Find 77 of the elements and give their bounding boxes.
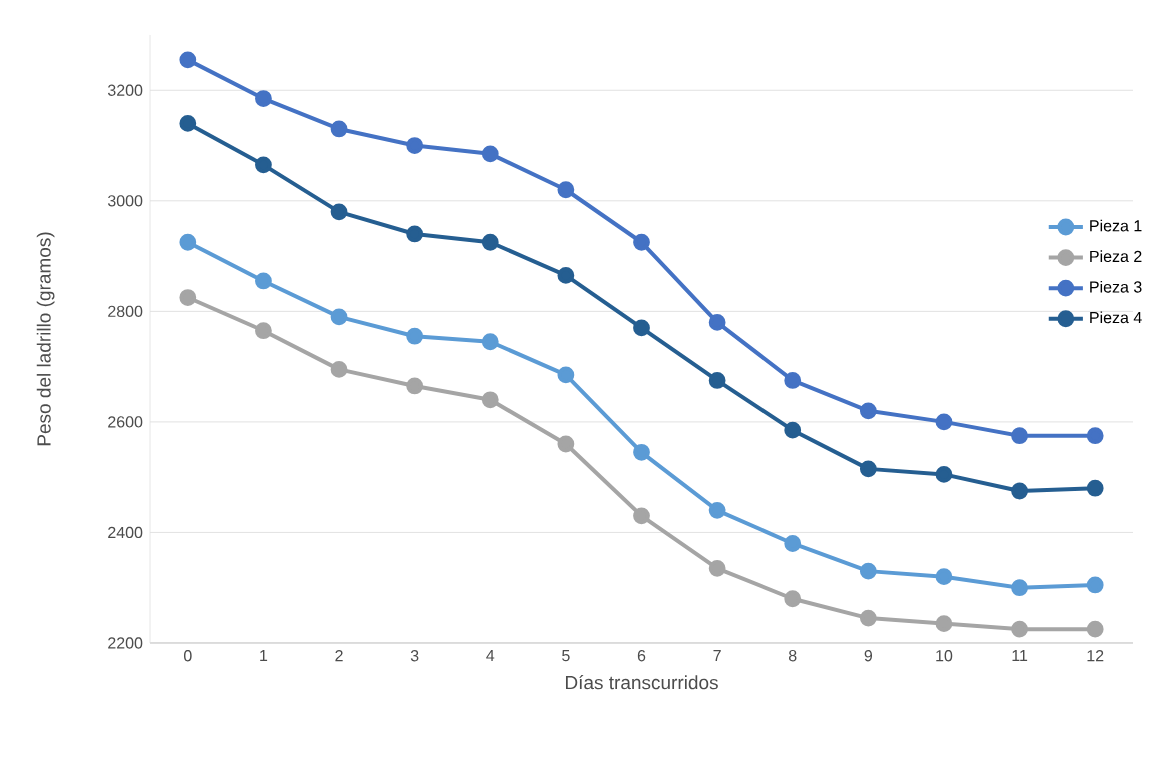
point [406,225,424,243]
point [557,435,575,453]
point [481,391,499,409]
x-tick-label: 12 [1087,650,1104,662]
x-tick-label: 9 [864,650,873,662]
point [633,443,650,461]
y-tick-label: 2400 [108,526,143,539]
point [935,568,953,586]
y-tick-label: 3000 [107,195,143,207]
legend-label: Pieza 2 [1090,250,1142,263]
legend-label: Pieza 3 [1090,280,1142,293]
point [859,609,877,627]
point [179,289,197,306]
x-tick-label: 7 [713,650,721,662]
point [406,137,424,154]
point [330,360,348,378]
point [255,156,272,174]
point [784,372,802,389]
point [859,460,877,478]
point [557,267,575,284]
point [255,272,272,290]
y-tick-label: 2200 [108,637,143,649]
x-tick-label: 1 [260,650,268,662]
point [330,308,348,326]
y-tick-label: 2800 [108,305,143,318]
point [330,203,348,221]
point [708,314,726,331]
x-tick-label: 0 [183,650,192,662]
point [708,559,726,577]
point [255,322,272,340]
point [179,115,197,132]
point [481,145,499,163]
point [708,501,726,519]
point [481,333,499,351]
x-tick-label: 8 [788,650,797,662]
point [708,372,726,389]
point [859,402,877,420]
point [633,319,650,337]
legend-label: Pieza 4 [1090,311,1142,324]
point [481,233,499,251]
point [633,233,650,251]
y-axis-title: Peso del ladrillo (gramos) [36,232,55,446]
point [935,615,953,633]
point [1011,427,1028,445]
x-tick-label: 3 [410,650,419,662]
point [330,120,348,138]
point [1086,620,1104,638]
point [255,90,272,107]
legend-label: Pieza 1 [1090,219,1142,232]
point [179,233,197,251]
point [406,377,424,395]
point [1086,427,1104,445]
point [935,413,953,431]
x-tick-label: 6 [637,650,646,662]
point [784,421,802,439]
point [633,507,650,525]
point [557,366,575,384]
x-tick-label: 4 [486,650,495,662]
point [1011,482,1028,500]
point [935,466,953,483]
x-tick-label: 2 [335,650,343,662]
y-tick-label: 2600 [108,416,143,428]
x-tick-label: 10 [936,650,953,662]
point [179,51,197,69]
point [557,181,575,199]
point [406,327,424,345]
point [784,590,802,608]
point [859,562,877,580]
x-tick-label: 5 [562,650,570,662]
point [784,535,802,552]
x-axis-title: Días transcurridos [565,675,718,690]
x-tick-label: 11 [1012,650,1028,662]
y-tick-label: 3200 [107,84,143,96]
point [1011,579,1028,597]
point [1011,620,1028,638]
point [1086,479,1104,497]
point [1086,576,1104,594]
